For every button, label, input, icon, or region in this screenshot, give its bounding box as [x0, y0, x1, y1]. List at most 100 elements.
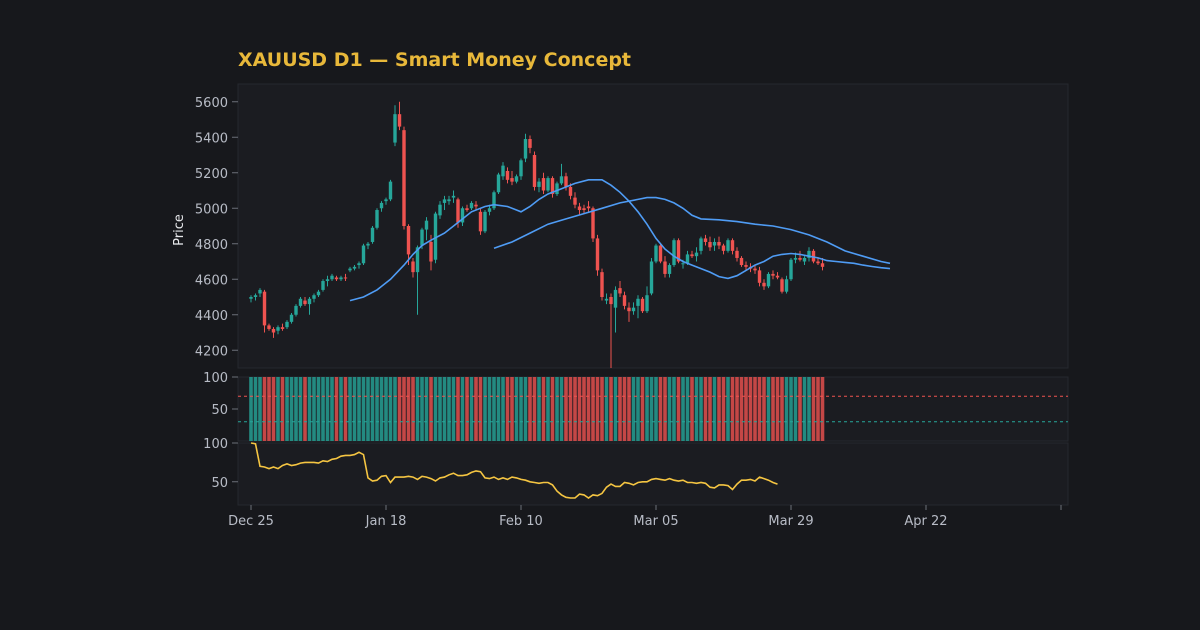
candle-body [343, 277, 348, 279]
candle-body [645, 295, 649, 312]
candle-body [267, 325, 271, 329]
candle-body [676, 240, 681, 262]
percent-bar [807, 377, 811, 441]
percent-bar [811, 377, 816, 441]
percent-bar [537, 377, 541, 441]
price-tick-label: 5600 [195, 96, 228, 111]
percent-bar [748, 377, 753, 441]
percent-bar [640, 377, 645, 441]
oscillator-tick-label: 50 [211, 476, 228, 491]
candle-body [595, 238, 600, 271]
candle-body [501, 165, 505, 177]
candle-body [528, 139, 532, 148]
candle-body [505, 170, 510, 180]
candle-body [451, 195, 456, 198]
candle-body [478, 211, 483, 232]
percent-bar [694, 377, 699, 441]
candle-body [622, 295, 627, 306]
candle-body [411, 261, 415, 273]
percent-bar [465, 377, 469, 441]
percent-bar [690, 377, 694, 441]
candle-body [375, 210, 379, 228]
candle-body [586, 206, 591, 209]
candle-body [348, 268, 352, 271]
candle-body [600, 272, 604, 297]
candle-body [771, 273, 775, 276]
candle-body [789, 259, 793, 280]
percent-bar [771, 377, 775, 441]
candle-body [496, 174, 501, 193]
percent-bar [726, 377, 730, 441]
candle-body [537, 181, 541, 187]
candle-body [757, 270, 762, 283]
x-tick-label: Apr 22 [904, 514, 947, 529]
percent-bar [559, 377, 564, 441]
percent-bar [388, 377, 393, 441]
percent-bar [793, 377, 798, 441]
candle-body [465, 208, 469, 211]
percent-bar [546, 377, 550, 441]
percent-bar-panel: 50 100 [203, 371, 1069, 442]
oscillator-tick-label: 100 [203, 437, 228, 452]
percent-bar [415, 377, 420, 441]
candle-body [438, 204, 442, 216]
percent-bar [496, 377, 501, 441]
percent-bar [627, 377, 631, 441]
candle-body [721, 245, 726, 251]
percent-bar [649, 377, 654, 441]
oscillator-panel: 50 100 [203, 437, 1069, 506]
percent-bar [343, 377, 348, 441]
candle-body [442, 199, 447, 203]
candle-body [253, 295, 258, 297]
percent-bar [379, 377, 384, 441]
candle-body [609, 297, 613, 305]
candle-body [631, 307, 636, 312]
candle-body [798, 257, 802, 260]
percent-bar [636, 377, 640, 441]
candle-body [388, 181, 393, 200]
percent-bar [739, 377, 744, 441]
percent-bar [564, 377, 568, 441]
candle-body [793, 257, 798, 260]
percent-bar [469, 377, 474, 441]
percent-bar [604, 377, 609, 441]
percent-bar [339, 377, 343, 441]
percent-bar [703, 377, 708, 441]
percent-bar [654, 377, 658, 441]
candle-body [330, 275, 334, 280]
percent-bar [289, 377, 294, 441]
percent-bar [325, 377, 330, 441]
candle-body [568, 186, 573, 196]
candle-body [816, 261, 820, 264]
candle-body [429, 241, 433, 262]
candle-body [717, 241, 721, 246]
percent-bar [672, 377, 676, 441]
candle-body [591, 208, 595, 239]
price-tick-label: 4800 [195, 238, 228, 253]
candle-body [685, 254, 690, 264]
candle-body [456, 199, 460, 223]
percent-bar [532, 377, 537, 441]
percent-bar [460, 377, 465, 441]
percent-bar [591, 377, 595, 441]
candle-body [325, 279, 330, 282]
percent-bar [487, 377, 492, 441]
percent-bar [631, 377, 636, 441]
candle-body [483, 211, 487, 232]
percent-bar [411, 377, 415, 441]
percent-bar [501, 377, 505, 441]
percent-bar [573, 377, 577, 441]
percent-bar [568, 377, 573, 441]
candle-body [469, 202, 474, 209]
candle-body [262, 291, 267, 326]
candle-body [658, 245, 663, 262]
percent-bar [820, 377, 825, 441]
percent-bar [618, 377, 622, 441]
percent-bar [721, 377, 726, 441]
price-tick-label: 4600 [195, 273, 228, 288]
percent-bar [780, 377, 784, 441]
candle-body [294, 305, 298, 315]
candle-body [258, 289, 262, 294]
candle-body [564, 176, 568, 187]
